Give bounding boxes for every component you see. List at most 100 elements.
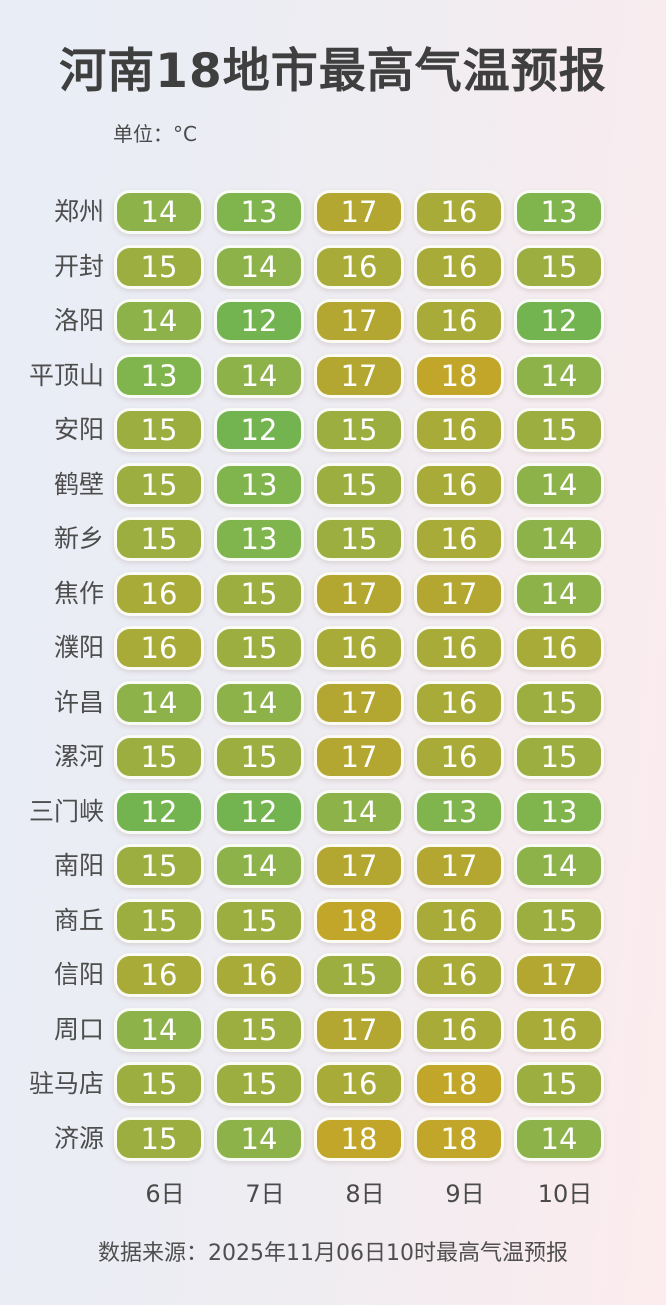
temp-cell: 16: [314, 244, 404, 289]
temp-cell: 17: [314, 299, 404, 343]
city-label: 郑州: [53, 197, 104, 226]
data-source: 数据来源：2025年11月06日10时最高气温预报: [98, 1241, 568, 1266]
table-row: 焦作 16 15 17 17 14: [0, 571, 666, 616]
unit-label: 单位：°C: [113, 122, 197, 146]
temp-cell: 15: [214, 571, 304, 616]
table-row: 濮阳 16 15 16 16 16: [0, 626, 666, 670]
temp-cell: 14: [514, 571, 604, 616]
temp-cell: 15: [114, 844, 204, 888]
table-row: 驻马店 15 15 16 18 15: [0, 1062, 666, 1106]
temp-cell: 16: [514, 626, 604, 670]
date-label: 7日: [245, 1180, 285, 1208]
temp-cell: 18: [414, 353, 504, 398]
temp-cell: 15: [114, 244, 204, 289]
date-label: 8日: [345, 1180, 385, 1208]
temp-cell: 14: [514, 844, 604, 888]
temp-cell: 15: [514, 735, 604, 779]
temp-cell: 17: [314, 571, 404, 616]
temp-cell: 15: [214, 1062, 304, 1106]
temp-cell: 14: [214, 353, 304, 398]
table-row: 许昌 14 14 17 16 15: [0, 680, 666, 725]
city-label: 开封: [53, 251, 104, 281]
temp-cell: 16: [414, 1007, 504, 1052]
temp-cell: 14: [114, 299, 204, 343]
city-label: 许昌: [53, 687, 104, 717]
temp-cell: 15: [114, 1062, 204, 1106]
temp-cell: 15: [314, 517, 404, 561]
temp-cell: 14: [514, 462, 604, 507]
temp-cell: 12: [214, 299, 304, 343]
table-row: 三门峡 12 12 14 13 13: [0, 789, 666, 834]
page-title: 河南18地市最高气温预报: [59, 44, 607, 99]
temp-cell: 15: [114, 898, 204, 943]
temp-cell: 12: [214, 408, 304, 452]
temp-cell: 15: [214, 626, 304, 670]
table-row: 漯河 15 15 17 16 15: [0, 735, 666, 779]
temp-cell: 17: [414, 571, 504, 616]
city-label: 新乡: [53, 524, 104, 553]
temp-cell: 14: [514, 1116, 604, 1161]
temp-cell: 15: [514, 408, 604, 452]
table-row: 开封 15 14 16 16 15: [0, 244, 666, 289]
temp-cell: 16: [314, 626, 404, 670]
temp-cell: 16: [114, 953, 204, 997]
temp-cell: 15: [114, 1116, 204, 1161]
temp-cell: 15: [514, 680, 604, 725]
city-label: 南阳: [53, 851, 104, 880]
temp-cell: 15: [214, 1007, 304, 1052]
temp-cell: 14: [114, 680, 204, 725]
temp-cell: 15: [214, 898, 304, 943]
temp-cell: 18: [414, 1116, 504, 1161]
temp-cell: 15: [514, 898, 604, 943]
table-row: 安阳 15 12 15 16 15: [0, 408, 666, 452]
date-label: 9日: [445, 1180, 485, 1208]
temp-cell: 16: [314, 1062, 404, 1106]
temp-cell: 16: [514, 1007, 604, 1052]
temp-cell: 16: [414, 517, 504, 561]
temp-cell: 14: [514, 353, 604, 398]
table-row: 郑州 14 13 17 16 13: [0, 190, 666, 234]
temp-cell: 18: [414, 1062, 504, 1106]
table-row: 商丘 15 15 18 16 15: [0, 898, 666, 943]
date-label: 6日: [145, 1180, 185, 1208]
temp-cell: 12: [214, 789, 304, 834]
temp-cell: 15: [314, 408, 404, 452]
table-row: 洛阳 14 12 17 16 12: [0, 299, 666, 343]
temp-cell: 18: [314, 1116, 404, 1161]
city-label: 信阳: [53, 960, 104, 989]
temp-cell: 13: [214, 517, 304, 561]
temp-cell: 14: [214, 1116, 304, 1161]
city-label: 洛阳: [53, 306, 104, 335]
temp-cell: 15: [314, 462, 404, 507]
temp-cell: 15: [114, 517, 204, 561]
temp-cell: 17: [414, 844, 504, 888]
temp-cell: 16: [414, 462, 504, 507]
temp-cell: 13: [214, 462, 304, 507]
temp-cell: 12: [514, 299, 604, 343]
temp-cell: 14: [514, 517, 604, 561]
table-row: 平顶山 13 14 17 18 14: [0, 353, 666, 398]
temp-cell: 15: [114, 735, 204, 779]
temp-cell: 14: [214, 844, 304, 888]
temp-cell: 15: [314, 953, 404, 997]
temp-cell: 16: [114, 626, 204, 670]
temp-cell: 16: [114, 571, 204, 616]
temp-cell: 13: [114, 353, 204, 398]
city-label: 鹤壁: [53, 469, 104, 499]
date-label: 10日: [537, 1180, 593, 1208]
city-label: 三门峡: [28, 796, 104, 826]
temp-cell: 16: [414, 953, 504, 997]
city-label: 焦作: [53, 578, 104, 608]
temp-cell: 17: [314, 1007, 404, 1052]
temp-cell: 14: [114, 1007, 204, 1052]
temp-cell: 17: [314, 844, 404, 888]
city-label: 安阳: [53, 415, 104, 444]
city-label: 平顶山: [28, 360, 104, 390]
table-row: 济源 15 14 18 18 14: [0, 1116, 666, 1161]
forecast-table: 郑州 14 13 17 16 13 开封 15 14 16 16 15 洛阳 14 12 17 16 12 平顶山 1…: [0, 190, 666, 1171]
date-axis: 6日 7日 8日 9日 10日: [120, 1174, 610, 1209]
city-label: 濮阳: [53, 633, 104, 662]
city-label: 周口: [53, 1014, 104, 1044]
temp-cell: 16: [414, 408, 504, 452]
city-label: 商丘: [53, 905, 104, 935]
